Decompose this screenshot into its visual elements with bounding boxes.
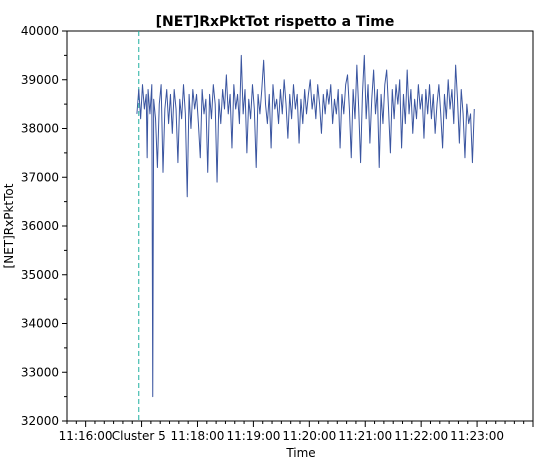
y-tick-label: 32000 — [21, 414, 59, 428]
x-tick-label: 11:18:00 — [171, 429, 225, 443]
y-tick-label: 35000 — [21, 268, 59, 282]
plot-frame — [66, 30, 534, 422]
x-tick-label: 11:23:00 — [450, 429, 504, 443]
y-tick-label: 34000 — [21, 317, 59, 331]
chart-title: [NET]RxPktTot rispetto a Time — [156, 14, 395, 30]
x-tick-label: 11:21:00 — [338, 429, 392, 443]
axes: 32000 33000 34000 35000 36000 37000 38000 39000… — [21, 24, 534, 443]
y-tick-label: 33000 — [21, 365, 59, 379]
y-tick-label: 37000 — [21, 170, 59, 184]
y-tick-label: 38000 — [21, 122, 59, 136]
cluster-marker-label: Cluster 5 — [112, 429, 166, 443]
x-tick-label: 11:19:00 — [226, 429, 280, 443]
y-tick-label: 39000 — [21, 73, 59, 87]
y-axis-label: [NET]RxPktTot — [2, 183, 16, 268]
series-layer — [136, 54, 475, 398]
x-tick-label: 11:22:00 — [394, 429, 448, 443]
x-axis-label: Time — [285, 446, 315, 460]
x-tick-label: 11:16:00 — [59, 429, 113, 443]
x-tick-label: 11:20:00 — [282, 429, 336, 443]
y-tick-label: 36000 — [21, 219, 59, 233]
series-line — [136, 54, 475, 398]
y-tick-label: 40000 — [21, 24, 59, 38]
